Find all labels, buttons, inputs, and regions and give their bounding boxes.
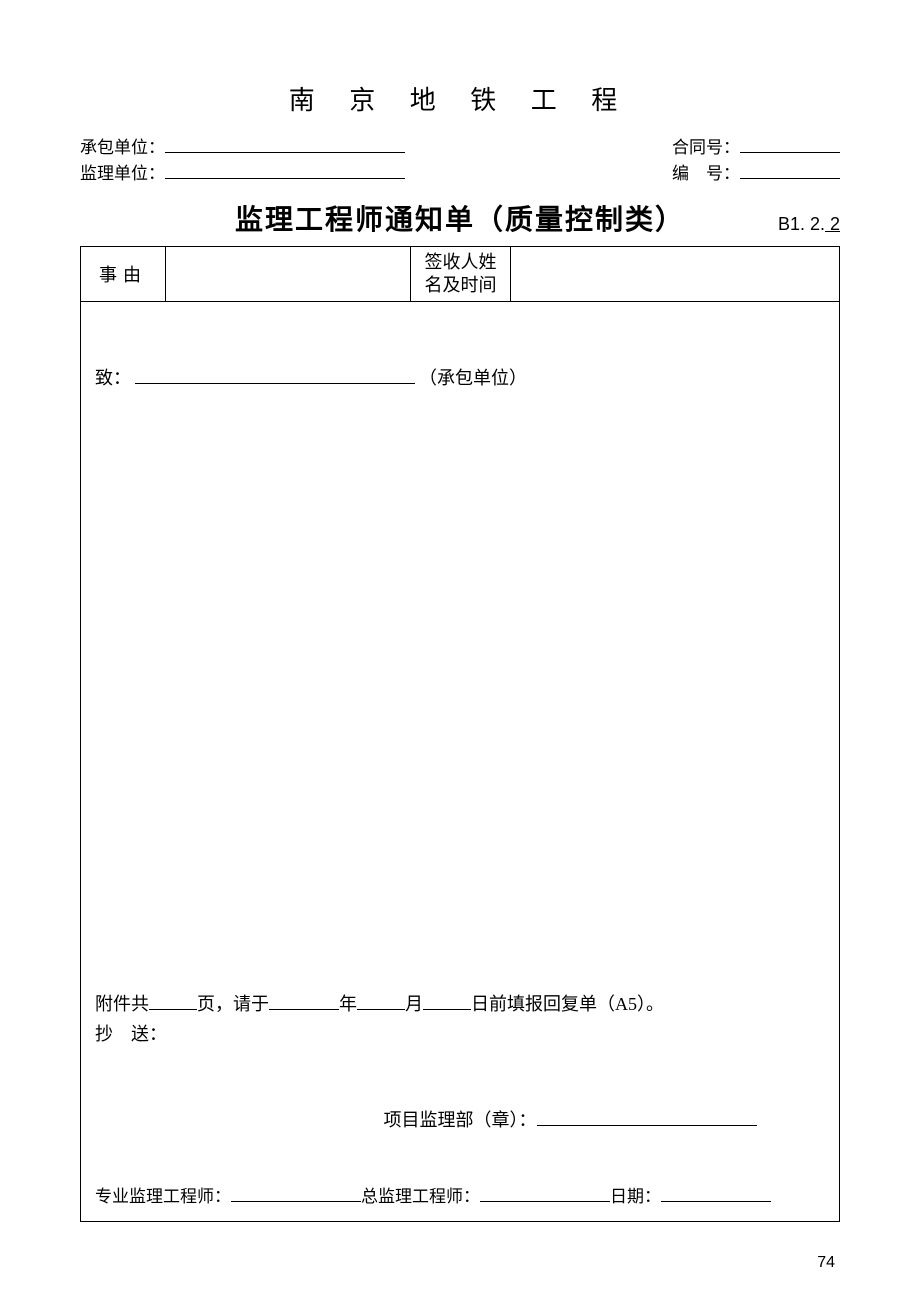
attachment-month-field[interactable] <box>357 992 405 1010</box>
attachment-prefix: 附件共 <box>95 990 149 1016</box>
reason-label-cell: 事由 <box>81 247 166 302</box>
page-number: 74 <box>817 1254 835 1272</box>
date-field[interactable] <box>661 1185 771 1202</box>
page-header-title: 南 京 地 铁 工 程 <box>80 80 840 117</box>
signer-label-line2: 名及时间 <box>425 275 497 295</box>
to-suffix: （承包单位） <box>419 364 527 390</box>
reason-value-cell[interactable] <box>166 247 411 302</box>
serial-no-line: 编 号： <box>672 161 840 187</box>
form-code-suffix: 2 <box>825 214 840 234</box>
contract-no-field[interactable] <box>740 136 840 153</box>
serial-no-label: 编 号： <box>672 161 740 187</box>
specialist-field[interactable] <box>231 1185 361 1202</box>
contractor-field[interactable] <box>165 136 405 153</box>
attachment-unit-year: 年 <box>339 990 357 1016</box>
stamp-line: 项目监理部（章）： <box>95 1106 825 1132</box>
header-left: 承包单位： 监理单位： <box>80 135 405 186</box>
specialist-label: 专业监理工程师： <box>95 1182 231 1207</box>
attachment-unit-month: 月 <box>405 990 423 1016</box>
attachment-unit-page: 页，请于 <box>197 990 269 1016</box>
to-label: 致： <box>95 364 131 390</box>
supervisor-field[interactable] <box>165 162 405 179</box>
form-code: B1. 2. 2 <box>778 214 840 235</box>
signature-line: 专业监理工程师： 总监理工程师： 日期： <box>95 1182 825 1207</box>
table-header-row: 事由 签收人姓 名及时间 <box>81 247 840 302</box>
attachment-year-field[interactable] <box>269 992 339 1010</box>
stamp-field[interactable] <box>537 1108 757 1126</box>
supervisor-label: 监理单位： <box>80 161 165 187</box>
serial-no-field[interactable] <box>740 162 840 179</box>
contract-no-line: 合同号： <box>672 135 840 161</box>
body-cell: 致： （承包单位） 附件共 页，请于 年 月 日前填报回复单（A5）。 抄 <box>81 302 840 1222</box>
body-content: 致： （承包单位） 附件共 页，请于 年 月 日前填报回复单（A5）。 抄 <box>81 302 839 1221</box>
form-title: 监理工程师通知单（质量控制类） <box>235 198 685 238</box>
contractor-line: 承包单位： <box>80 135 405 161</box>
supervisor-line: 监理单位： <box>80 161 405 187</box>
form-title-row: 监理工程师通知单（质量控制类） B1. 2. 2 <box>80 198 840 238</box>
contract-no-label: 合同号： <box>672 135 740 161</box>
contractor-label: 承包单位： <box>80 135 165 161</box>
main-form-table: 事由 签收人姓 名及时间 致： （承包单位） 附件共 页，请于 <box>80 246 840 1222</box>
signer-label-cell: 签收人姓 名及时间 <box>411 247 511 302</box>
signer-value-cell[interactable] <box>511 247 840 302</box>
to-field[interactable] <box>135 366 415 384</box>
chief-label: 总监理工程师： <box>361 1182 480 1207</box>
header-right: 合同号： 编 号： <box>672 135 840 186</box>
attachment-day-field[interactable] <box>423 992 471 1010</box>
date-label: 日期： <box>610 1182 661 1207</box>
attachment-unit-day: 日前填报回复单（A5）。 <box>471 990 664 1016</box>
signer-label-line1: 签收人姓 <box>425 252 497 272</box>
form-code-prefix: B1. 2. <box>778 214 825 234</box>
header-info-block: 承包单位： 监理单位： 合同号： 编 号： <box>80 135 840 186</box>
attachment-line: 附件共 页，请于 年 月 日前填报回复单（A5）。 <box>95 990 825 1016</box>
attachment-pages-field[interactable] <box>149 992 197 1010</box>
stamp-label: 项目监理部（章）： <box>384 1106 537 1132</box>
cc-line: 抄 送： <box>95 1020 825 1046</box>
to-line: 致： （承包单位） <box>95 364 825 390</box>
content-spacer <box>95 390 825 990</box>
chief-field[interactable] <box>480 1185 610 1202</box>
table-body-row: 致： （承包单位） 附件共 页，请于 年 月 日前填报回复单（A5）。 抄 <box>81 302 840 1222</box>
